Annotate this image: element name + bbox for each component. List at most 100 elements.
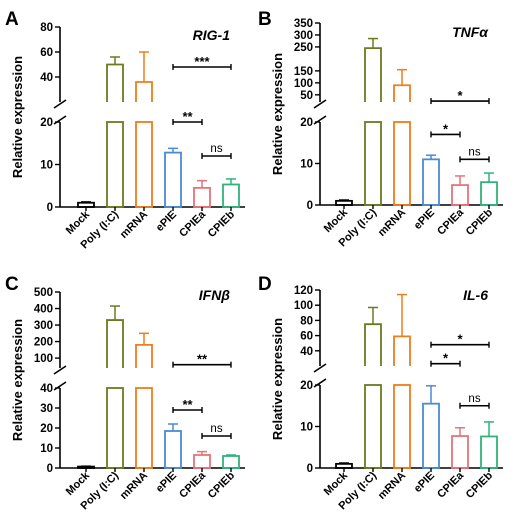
- panel-letter: C: [5, 274, 19, 295]
- bar: [222, 183, 240, 208]
- x-tick-label: mRNA: [376, 470, 408, 502]
- bar: [135, 81, 153, 102]
- y-tick-label: 400: [34, 304, 53, 316]
- panel-C: C IFNβ Relative expression 0 10 20 30 40 100 200 3…: [5, 274, 245, 512]
- x-tick-label: ePIE: [154, 209, 179, 234]
- significance-label: ns: [468, 146, 480, 158]
- y-tick-label: 500: [34, 287, 53, 299]
- x-tick-label: mRNA: [118, 470, 150, 502]
- significance-label: **: [182, 109, 193, 124]
- y-tick-label: 20: [300, 380, 313, 392]
- y-tick-label: 300: [34, 320, 53, 332]
- bar: [135, 343, 153, 368]
- y-tick-label: 250: [294, 42, 313, 54]
- chart-title: IFNβ: [199, 287, 231, 303]
- x-tick-label: CPIEa: [177, 208, 209, 240]
- significance-label: **: [197, 352, 208, 367]
- x-tick-label: CPIEb: [206, 208, 238, 240]
- significance-label: *: [457, 88, 463, 103]
- bar: [364, 323, 382, 366]
- y-tick-label: 0: [47, 463, 53, 475]
- y-tick-label: 40: [40, 72, 53, 84]
- y-tick-label: 20: [40, 423, 53, 435]
- y-tick-label: 10: [40, 443, 53, 455]
- panel-D: D IL-6 Relative expression 0 10 20 40 60 80 100 12…: [258, 274, 503, 512]
- y-axis-label: Relative expression: [10, 319, 25, 441]
- y-tick-label: 10: [300, 159, 313, 171]
- panel-letter: A: [5, 9, 19, 30]
- y-axis-label: Relative expression: [270, 53, 285, 175]
- bar: [364, 121, 382, 206]
- significance-label: *: [443, 121, 449, 136]
- bar: [164, 151, 182, 208]
- y-tick-label: 0: [307, 200, 313, 212]
- bar: [222, 455, 240, 469]
- significance-label: *: [443, 351, 449, 366]
- y-tick-label: 100: [294, 78, 313, 90]
- y-tick-label: 150: [294, 66, 313, 78]
- y-tick-label: 20: [40, 117, 53, 129]
- x-tick-label: CPIEb: [464, 469, 496, 501]
- axis-break-mark: [313, 363, 327, 373]
- bar: [106, 63, 124, 102]
- bar: [164, 430, 182, 469]
- x-tick-label: CPIEa: [177, 469, 209, 501]
- bar: [135, 121, 153, 208]
- bar: [451, 184, 469, 206]
- significance-label: ***: [194, 54, 210, 69]
- panel-letter: D: [258, 274, 272, 295]
- bar: [106, 121, 124, 208]
- y-tick-label: 10: [40, 160, 53, 172]
- axis-break-mark: [53, 365, 67, 375]
- bar: [480, 181, 498, 206]
- y-tick-label: 100: [34, 353, 53, 365]
- axis-break-mark: [313, 99, 327, 109]
- y-tick-label: 0: [47, 202, 53, 214]
- bar: [335, 462, 353, 469]
- bar: [135, 387, 153, 469]
- y-tick-label: 60: [40, 47, 53, 59]
- x-tick-label: CPIEb: [464, 206, 496, 238]
- significance-label: ns: [468, 393, 480, 405]
- bar: [393, 335, 411, 366]
- bar: [106, 387, 124, 469]
- significance-label: *: [457, 332, 463, 347]
- chart-title: IL-6: [463, 287, 488, 303]
- bar: [364, 384, 382, 469]
- x-tick-label: CPIEa: [435, 469, 467, 501]
- bar: [193, 186, 211, 208]
- bar: [393, 84, 411, 102]
- y-tick-label: 30: [40, 403, 53, 415]
- y-tick-label: 120: [294, 285, 313, 297]
- y-tick-label: 100: [294, 300, 313, 312]
- x-tick-label: ePIE: [154, 470, 179, 495]
- y-axis-label: Relative expression: [270, 318, 285, 440]
- chart-title: TNFα: [452, 24, 489, 40]
- significance-label: **: [182, 397, 193, 412]
- x-tick-label: CPIEa: [435, 206, 467, 238]
- y-tick-label: 60: [300, 331, 313, 343]
- bar: [335, 199, 353, 206]
- y-tick-label: 10: [300, 422, 313, 434]
- bar: [393, 121, 411, 206]
- x-tick-label: mRNA: [118, 209, 150, 241]
- bar: [364, 47, 382, 102]
- panel-letter: B: [258, 9, 272, 30]
- x-tick-label: ePIE: [412, 470, 437, 495]
- y-tick-label: 40: [40, 383, 53, 395]
- bar: [422, 402, 440, 469]
- chart-title: RIG-1: [193, 27, 231, 43]
- y-tick-label: 300: [294, 30, 313, 42]
- bar: [393, 384, 411, 469]
- significance-label: ns: [210, 143, 222, 155]
- bar: [77, 201, 95, 208]
- y-tick-label: 200: [34, 337, 53, 349]
- bar: [480, 435, 498, 469]
- x-tick-label: ePIE: [412, 207, 437, 232]
- bar: [106, 319, 124, 368]
- x-tick-label: mRNA: [376, 207, 408, 239]
- y-tick-label: 350: [294, 18, 313, 30]
